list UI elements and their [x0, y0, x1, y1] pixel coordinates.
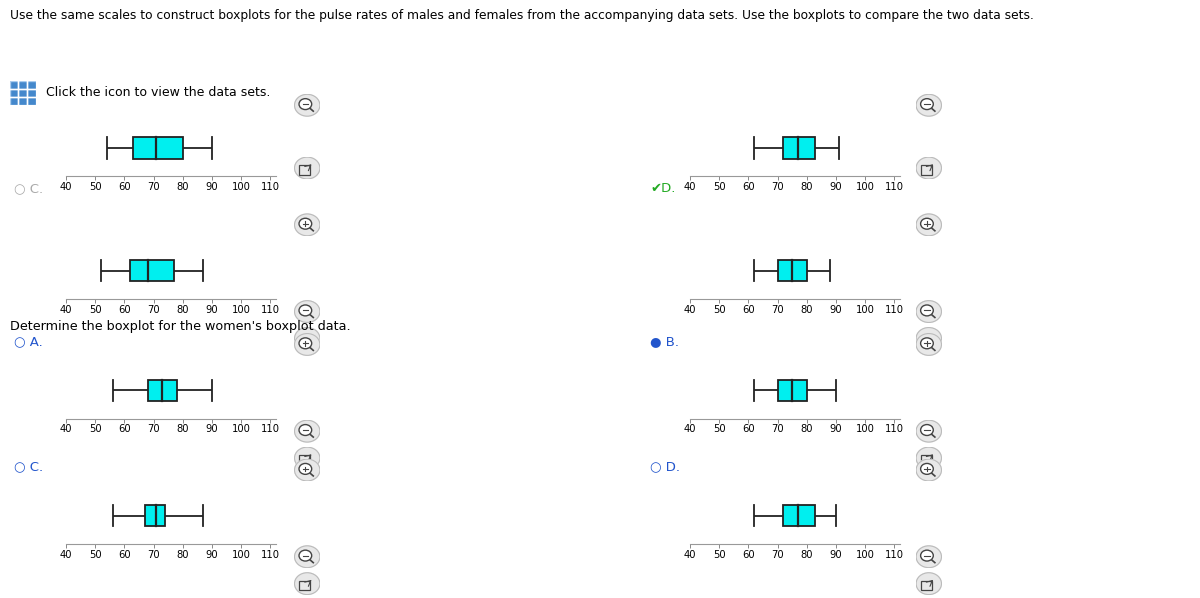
FancyBboxPatch shape — [145, 505, 166, 526]
Circle shape — [916, 447, 942, 469]
Circle shape — [920, 218, 934, 229]
Circle shape — [916, 546, 942, 568]
Circle shape — [294, 420, 320, 442]
Circle shape — [299, 218, 312, 229]
Text: Click the icon to view the data sets.: Click the icon to view the data sets. — [46, 86, 270, 99]
Text: ✔D.: ✔D. — [650, 182, 676, 196]
Text: ○ C.: ○ C. — [14, 182, 43, 196]
Text: Use the same scales to construct boxplots for the pulse rates of males and femal: Use the same scales to construct boxplot… — [10, 9, 1033, 22]
FancyBboxPatch shape — [778, 380, 806, 401]
Circle shape — [916, 94, 942, 116]
Circle shape — [294, 546, 320, 568]
Circle shape — [294, 94, 320, 116]
Circle shape — [294, 459, 320, 481]
Text: Determine the boxplot for the women's boxplot data.: Determine the boxplot for the women's bo… — [10, 320, 350, 333]
Circle shape — [916, 214, 942, 236]
Text: ○ C.: ○ C. — [14, 460, 43, 474]
Circle shape — [920, 550, 934, 561]
FancyBboxPatch shape — [148, 380, 176, 401]
Text: ○ D.: ○ D. — [650, 460, 680, 474]
Circle shape — [916, 573, 942, 594]
Circle shape — [299, 338, 312, 349]
FancyBboxPatch shape — [778, 260, 806, 281]
Circle shape — [916, 334, 942, 355]
Circle shape — [294, 447, 320, 469]
Circle shape — [299, 425, 312, 435]
Circle shape — [920, 99, 934, 109]
Circle shape — [299, 463, 312, 474]
Circle shape — [916, 301, 942, 322]
Circle shape — [916, 420, 942, 442]
FancyBboxPatch shape — [784, 138, 816, 158]
Circle shape — [916, 328, 942, 349]
Circle shape — [299, 550, 312, 561]
Circle shape — [299, 305, 312, 316]
Circle shape — [920, 463, 934, 474]
Circle shape — [920, 305, 934, 316]
FancyBboxPatch shape — [784, 505, 816, 526]
Circle shape — [920, 338, 934, 349]
Circle shape — [294, 214, 320, 236]
Circle shape — [294, 157, 320, 179]
Text: ● B.: ● B. — [650, 335, 679, 348]
FancyBboxPatch shape — [133, 138, 182, 158]
Circle shape — [916, 459, 942, 481]
Circle shape — [294, 301, 320, 322]
Circle shape — [299, 99, 312, 109]
Circle shape — [294, 573, 320, 594]
Circle shape — [294, 334, 320, 355]
Text: ○ A.: ○ A. — [14, 335, 43, 348]
Circle shape — [294, 328, 320, 349]
Circle shape — [920, 425, 934, 435]
Circle shape — [916, 157, 942, 179]
FancyBboxPatch shape — [130, 260, 174, 281]
FancyBboxPatch shape — [10, 81, 36, 105]
